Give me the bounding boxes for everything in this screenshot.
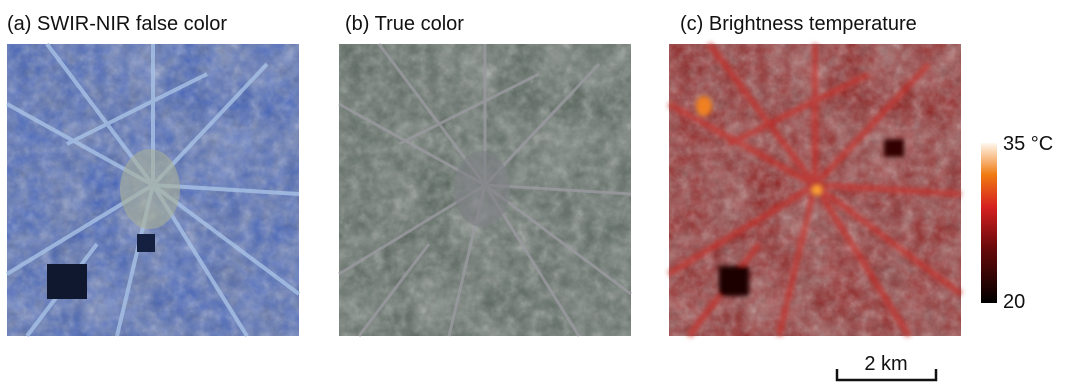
colorbar-max-label: 35 °C xyxy=(1003,133,1053,155)
false-color-image xyxy=(7,44,299,336)
colorbar-min-label: 20 xyxy=(1003,291,1025,313)
scale-bar-label: 2 km xyxy=(864,353,907,375)
colorbar xyxy=(981,143,997,303)
temperature-image xyxy=(669,44,961,336)
panel-title: (b) True color xyxy=(345,13,464,35)
true-color-image xyxy=(339,44,631,336)
panel-title: (a) SWIR-NIR false color xyxy=(7,13,227,35)
figure: (a) SWIR-NIR false color (b) True color … xyxy=(0,0,1067,384)
panel-title: (c) Brightness temperature xyxy=(680,13,917,35)
